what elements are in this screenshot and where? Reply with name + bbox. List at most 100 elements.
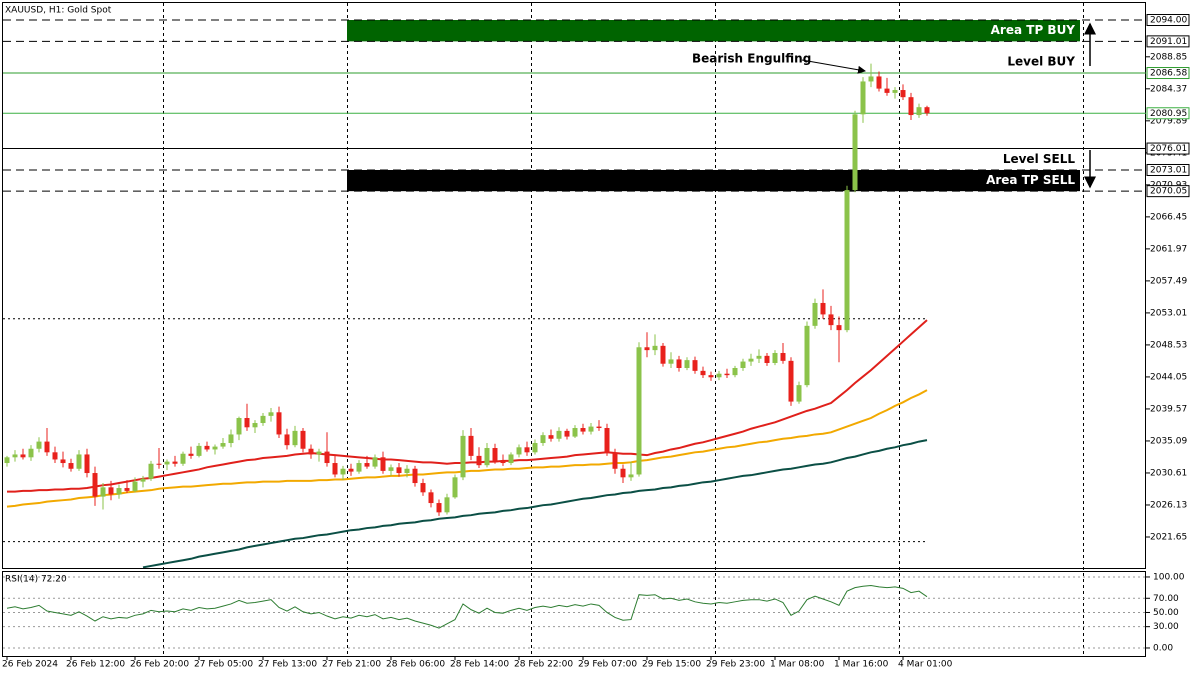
candle-body: [268, 412, 274, 416]
price-label: 2080.95: [1150, 109, 1187, 119]
candle-body: [356, 463, 362, 472]
candle-body: [540, 435, 546, 444]
candle-body: [148, 463, 154, 479]
candle-body: [652, 345, 658, 351]
rsi-line: [6, 584, 928, 629]
y-tick-label: 2039.57: [1150, 404, 1187, 414]
candle-body: [180, 453, 186, 464]
y-tick-label: 100.00: [1153, 572, 1185, 582]
y-tick-label: 2061.97: [1150, 244, 1187, 254]
x-tick-label: 27 Feb 21:00: [322, 660, 381, 670]
price-label: 2073.01: [1150, 165, 1187, 175]
candle-body: [924, 107, 930, 114]
candle-body: [660, 345, 666, 364]
candle-body: [612, 453, 618, 469]
candle-body: [124, 488, 130, 491]
candle-body: [572, 428, 578, 437]
candle-body: [876, 76, 882, 89]
candle-body: [52, 452, 58, 460]
candle-body: [524, 447, 530, 453]
x-tick-label: 26 Feb 20:00: [130, 660, 189, 670]
candle-body: [364, 463, 370, 467]
candle-body: [764, 355, 770, 363]
candle-body: [412, 468, 418, 484]
candle-body: [732, 367, 738, 376]
moving-average: [6, 389, 928, 508]
candle-body: [844, 190, 850, 331]
x-tick-label: 26 Feb 12:00: [66, 660, 125, 670]
candle-body: [68, 463, 74, 469]
candle-body: [884, 88, 890, 93]
candle-body: [668, 359, 674, 364]
candle-body: [196, 445, 202, 456]
candle-body: [676, 359, 682, 368]
candle-body: [108, 487, 114, 495]
candle-body: [388, 467, 394, 471]
price-label-box: [1146, 185, 1190, 198]
candle-body: [316, 451, 322, 455]
candle-body: [588, 426, 594, 432]
candle-body: [428, 492, 434, 504]
x-tick-label: 4 Mar 01:00: [898, 660, 953, 670]
candle-body: [708, 375, 714, 378]
candle-body: [340, 468, 346, 475]
candle-body: [492, 448, 498, 461]
candle-body: [476, 455, 482, 466]
candle-body: [532, 443, 538, 453]
price-label: 2076.01: [1150, 144, 1187, 154]
candle-body: [100, 487, 106, 497]
candle-body: [828, 314, 834, 326]
candle-body: [348, 468, 354, 472]
candle-body: [84, 454, 90, 474]
y-tick-label: 2044.05: [1150, 372, 1187, 382]
x-tick-label: 26 Feb 2024: [2, 660, 58, 670]
candle-body: [188, 453, 194, 456]
y-tick-label: 2088.85: [1150, 52, 1187, 62]
candle-body: [292, 430, 298, 446]
level-name: Level BUY: [1007, 55, 1075, 69]
candle-body: [244, 418, 250, 428]
candle-body: [460, 435, 466, 478]
candle-body: [116, 488, 122, 495]
x-tick-label: 29 Feb 07:00: [578, 660, 637, 670]
candle-body: [716, 373, 722, 378]
candle-body: [404, 468, 410, 474]
candle-body: [908, 97, 914, 116]
y-tick-label: 2084.37: [1150, 84, 1187, 94]
x-tick-label: 28 Feb 22:00: [514, 660, 573, 670]
candle-body: [788, 360, 794, 402]
candle-body: [692, 360, 698, 371]
candle-body: [276, 412, 282, 435]
candle-body: [300, 430, 306, 449]
candle-body: [420, 483, 426, 493]
price-label: 2086.58: [1150, 69, 1187, 79]
candle-body: [700, 370, 706, 376]
candle-body: [620, 468, 626, 478]
chart-layer: 2021.65 2026.13 2030.61 2035.09 2039.57 2044.…: [2, 14, 1190, 670]
annotation: Bearish Engulfing: [692, 52, 811, 66]
chart-title: XAUUSD, H1: Gold Spot: [5, 6, 112, 16]
candle-body: [812, 302, 818, 326]
plot-area: [3, 19, 1146, 568]
candle-body: [436, 503, 442, 513]
x-tick-label: 1 Mar 08:00: [770, 660, 825, 670]
candle-body: [212, 446, 218, 450]
x-tick-label: 1 Mar 16:00: [834, 660, 889, 670]
candle-body: [4, 457, 10, 464]
candle-body: [12, 454, 18, 458]
candle-body: [508, 454, 514, 464]
candle-body: [628, 474, 634, 478]
price-label-box: [1146, 14, 1190, 27]
price-label-box: [1146, 163, 1190, 176]
candle-body: [372, 457, 378, 467]
candle-body: [820, 302, 826, 315]
level-name: Level SELL: [1003, 152, 1076, 166]
y-tick-label: 2057.49: [1150, 276, 1187, 286]
candle-body: [20, 454, 26, 458]
candle-body: [396, 467, 402, 474]
candle-body: [636, 347, 642, 475]
candle-body: [332, 463, 338, 475]
candle-body: [284, 434, 290, 446]
zone-label: Area TP SELL: [986, 173, 1075, 187]
